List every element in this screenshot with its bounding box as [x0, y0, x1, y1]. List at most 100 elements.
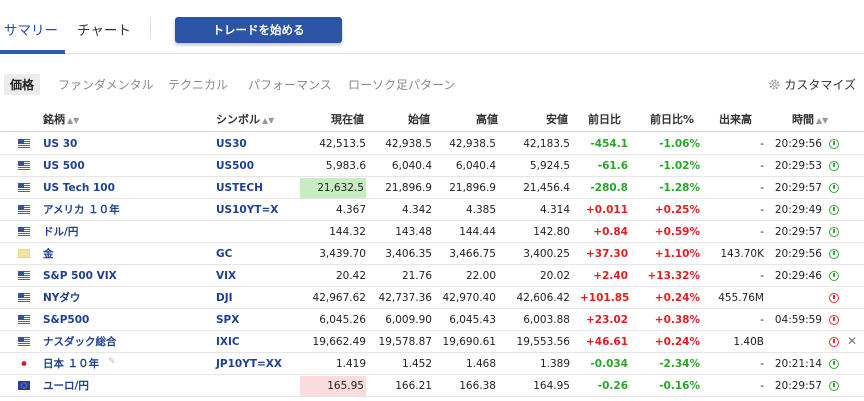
- table-row[interactable]: ユーロ/円 165.95 166.21 166.38 164.95 -0.26 -0.16%…: [0, 375, 864, 397]
- header-low[interactable]: 安値: [546, 113, 568, 126]
- sort-icon: ▲▼: [262, 116, 275, 125]
- volume-cell: -: [760, 270, 764, 282]
- header-time[interactable]: 時間 ▲▼: [792, 113, 829, 126]
- header-change[interactable]: 前日比: [588, 113, 621, 126]
- header-change-pct[interactable]: 前日比%: [650, 113, 695, 126]
- subtab-fundamental[interactable]: ファンダメンタル: [58, 78, 154, 92]
- time-cell: 20:29:49: [774, 204, 822, 216]
- volume-cell: -: [760, 204, 764, 216]
- low-price-cell: 3,400.25: [523, 248, 570, 260]
- low-price-cell: 42,183.5: [523, 138, 570, 150]
- open-price-cell: 6,009.90: [385, 314, 432, 326]
- instrument-name-link[interactable]: ドル/円: [43, 226, 79, 238]
- change-percent-cell: +0.25%: [654, 204, 700, 216]
- symbol-cell: USTECH: [216, 182, 263, 194]
- change-percent-cell: +0.59%: [654, 226, 700, 238]
- table-row[interactable]: US 500 US500 5,983.6 6,040.4 6,040.4 5,924.5 -…: [0, 155, 864, 177]
- time-cell: [770, 335, 822, 349]
- volume-cell: -: [760, 138, 764, 150]
- header-volume[interactable]: 出来高: [719, 113, 752, 126]
- market-open-clock-icon: [829, 271, 839, 281]
- volume-cell: -: [760, 314, 764, 326]
- subtab-candlestick-patterns[interactable]: ローソク足パターン: [348, 78, 456, 92]
- instrument-name-link[interactable]: ナスダック総合: [43, 336, 117, 348]
- open-price-cell: 6,040.4: [391, 160, 432, 172]
- tab-chart[interactable]: チャート: [77, 23, 131, 39]
- low-price-cell: 6,003.88: [523, 314, 570, 326]
- open-price-cell: 42,938.5: [385, 138, 432, 150]
- table-row[interactable]: US 30 US30 42,513.5 42,938.5 42,938.5 42,183.…: [0, 133, 864, 155]
- instrument-name-link[interactable]: S&P500: [43, 314, 90, 326]
- subtab-performance[interactable]: パフォーマンス: [248, 78, 332, 92]
- instrument-name-link[interactable]: S&P 500 VIX: [43, 270, 117, 282]
- table-row[interactable]: ドル/円 144.32 143.48 144.44 142.80 +0.84 +0.59% -…: [0, 221, 864, 243]
- view-tabs: 価格 ファンダメンタル テクニカル パフォーマンス ローソク足パターン カスタマ…: [0, 74, 864, 96]
- volume-cell: -: [760, 380, 764, 392]
- open-price-cell: 42,737.36: [378, 292, 432, 304]
- time-cell: [770, 291, 822, 305]
- high-price-cell: 42,938.5: [449, 138, 496, 150]
- market-open-clock-icon: [829, 205, 839, 215]
- header-current[interactable]: 現在値: [331, 113, 364, 126]
- high-price-cell: 22.00: [465, 270, 496, 282]
- instrument-name-link[interactable]: ユーロ/円: [43, 380, 89, 392]
- header-symbol[interactable]: シンボル ▲▼: [216, 113, 275, 126]
- time-cell: 20:29:56: [774, 248, 822, 260]
- tab-summary[interactable]: サマリー: [4, 23, 58, 39]
- remove-row-icon[interactable]: ✕: [847, 334, 858, 348]
- change-cell: -61.6: [597, 160, 628, 172]
- market-open-clock-icon: [829, 359, 839, 369]
- current-price-cell: 4.367: [335, 204, 366, 216]
- change-percent-cell: -1.02%: [659, 160, 700, 172]
- table-row[interactable]: US Tech 100 USTECH 21,632.5 21,896.9 21,896.…: [0, 177, 864, 199]
- header-name[interactable]: 銘柄 ▲▼: [43, 113, 80, 126]
- start-trade-button[interactable]: トレードを始める: [175, 17, 342, 43]
- table-row[interactable]: 日本 １０年 ✎ JP10YT=XX 1.419 1.452 1.468 1.389 -0.0…: [0, 353, 864, 375]
- change-percent-cell: +1.10%: [654, 248, 700, 260]
- change-percent-cell: +13.32%: [647, 270, 700, 282]
- high-price-cell: 21,896.9: [449, 182, 496, 194]
- customize-button[interactable]: カスタマイズ: [768, 76, 856, 93]
- header-high[interactable]: 高値: [476, 113, 498, 126]
- high-price-cell: 1.468: [465, 358, 496, 370]
- table-row[interactable]: NYダウ DJI 42,967.62 42,737.36 42,970.40 42,606…: [0, 287, 864, 309]
- instrument-name-link[interactable]: アメリカ １０年: [43, 204, 120, 216]
- instrument-name-link[interactable]: US 30: [43, 138, 78, 150]
- instrument-name-link[interactable]: 金: [43, 248, 54, 260]
- open-price-cell: 3,406.35: [385, 248, 432, 260]
- current-price-cell: 1.419: [335, 358, 366, 370]
- low-price-cell: 164.95: [533, 380, 570, 392]
- volume-cell: -: [760, 160, 764, 172]
- customize-label: カスタマイズ: [784, 78, 856, 92]
- instrument-name-link[interactable]: NYダウ: [43, 292, 81, 304]
- instrument-name-link[interactable]: 日本 １０年: [43, 358, 100, 370]
- low-price-cell: 42,606.42: [516, 292, 570, 304]
- table-row[interactable]: アメリカ １０年 US10YT=X 4.367 4.342 4.385 4.314 +0.0…: [0, 199, 864, 221]
- subtab-technical[interactable]: テクニカル: [168, 78, 229, 92]
- table-row[interactable]: S&P500 SPX 6,045.26 6,009.90 6,045.43 6,003.8…: [0, 309, 864, 331]
- instrument-name-link[interactable]: US 500: [43, 160, 85, 172]
- current-price-cell: 21,632.5: [300, 178, 366, 198]
- high-price-cell: 3,466.75: [449, 248, 496, 260]
- market-closed-clock-icon: [829, 315, 839, 325]
- low-price-cell: 21,456.4: [523, 182, 570, 194]
- market-open-clock-icon: [829, 227, 839, 237]
- sort-icon: ▲▼: [816, 116, 829, 125]
- current-price-cell: 165.95: [300, 376, 366, 396]
- symbol-cell: US10YT=X: [216, 204, 279, 216]
- time-cell: 20:29:46: [774, 270, 822, 282]
- time-cell: 20:21:14: [774, 358, 822, 370]
- table-row[interactable]: 金 GC 3,439.70 3,406.35 3,466.75 3,400.25 +37.3…: [0, 243, 864, 265]
- header-open[interactable]: 始値: [408, 113, 430, 126]
- high-price-cell: 19,690.61: [442, 336, 496, 348]
- instrument-name-link[interactable]: US Tech 100: [43, 182, 115, 194]
- open-price-cell: 143.48: [395, 226, 432, 238]
- table-row[interactable]: S&P 500 VIX VIX 20.42 21.76 22.00 20.02 +2.40 +…: [0, 265, 864, 287]
- pin-icon[interactable]: ✎: [108, 357, 116, 367]
- gear-icon: [769, 79, 780, 90]
- sort-icon: ▲▼: [67, 116, 80, 125]
- subtab-price[interactable]: 価格: [4, 74, 41, 95]
- high-price-cell: 6,040.4: [455, 160, 496, 172]
- high-price-cell: 166.38: [459, 380, 496, 392]
- table-row[interactable]: ナスダック総合 IXIC 19,662.49 19,578.87 19,690.61 19…: [0, 331, 864, 353]
